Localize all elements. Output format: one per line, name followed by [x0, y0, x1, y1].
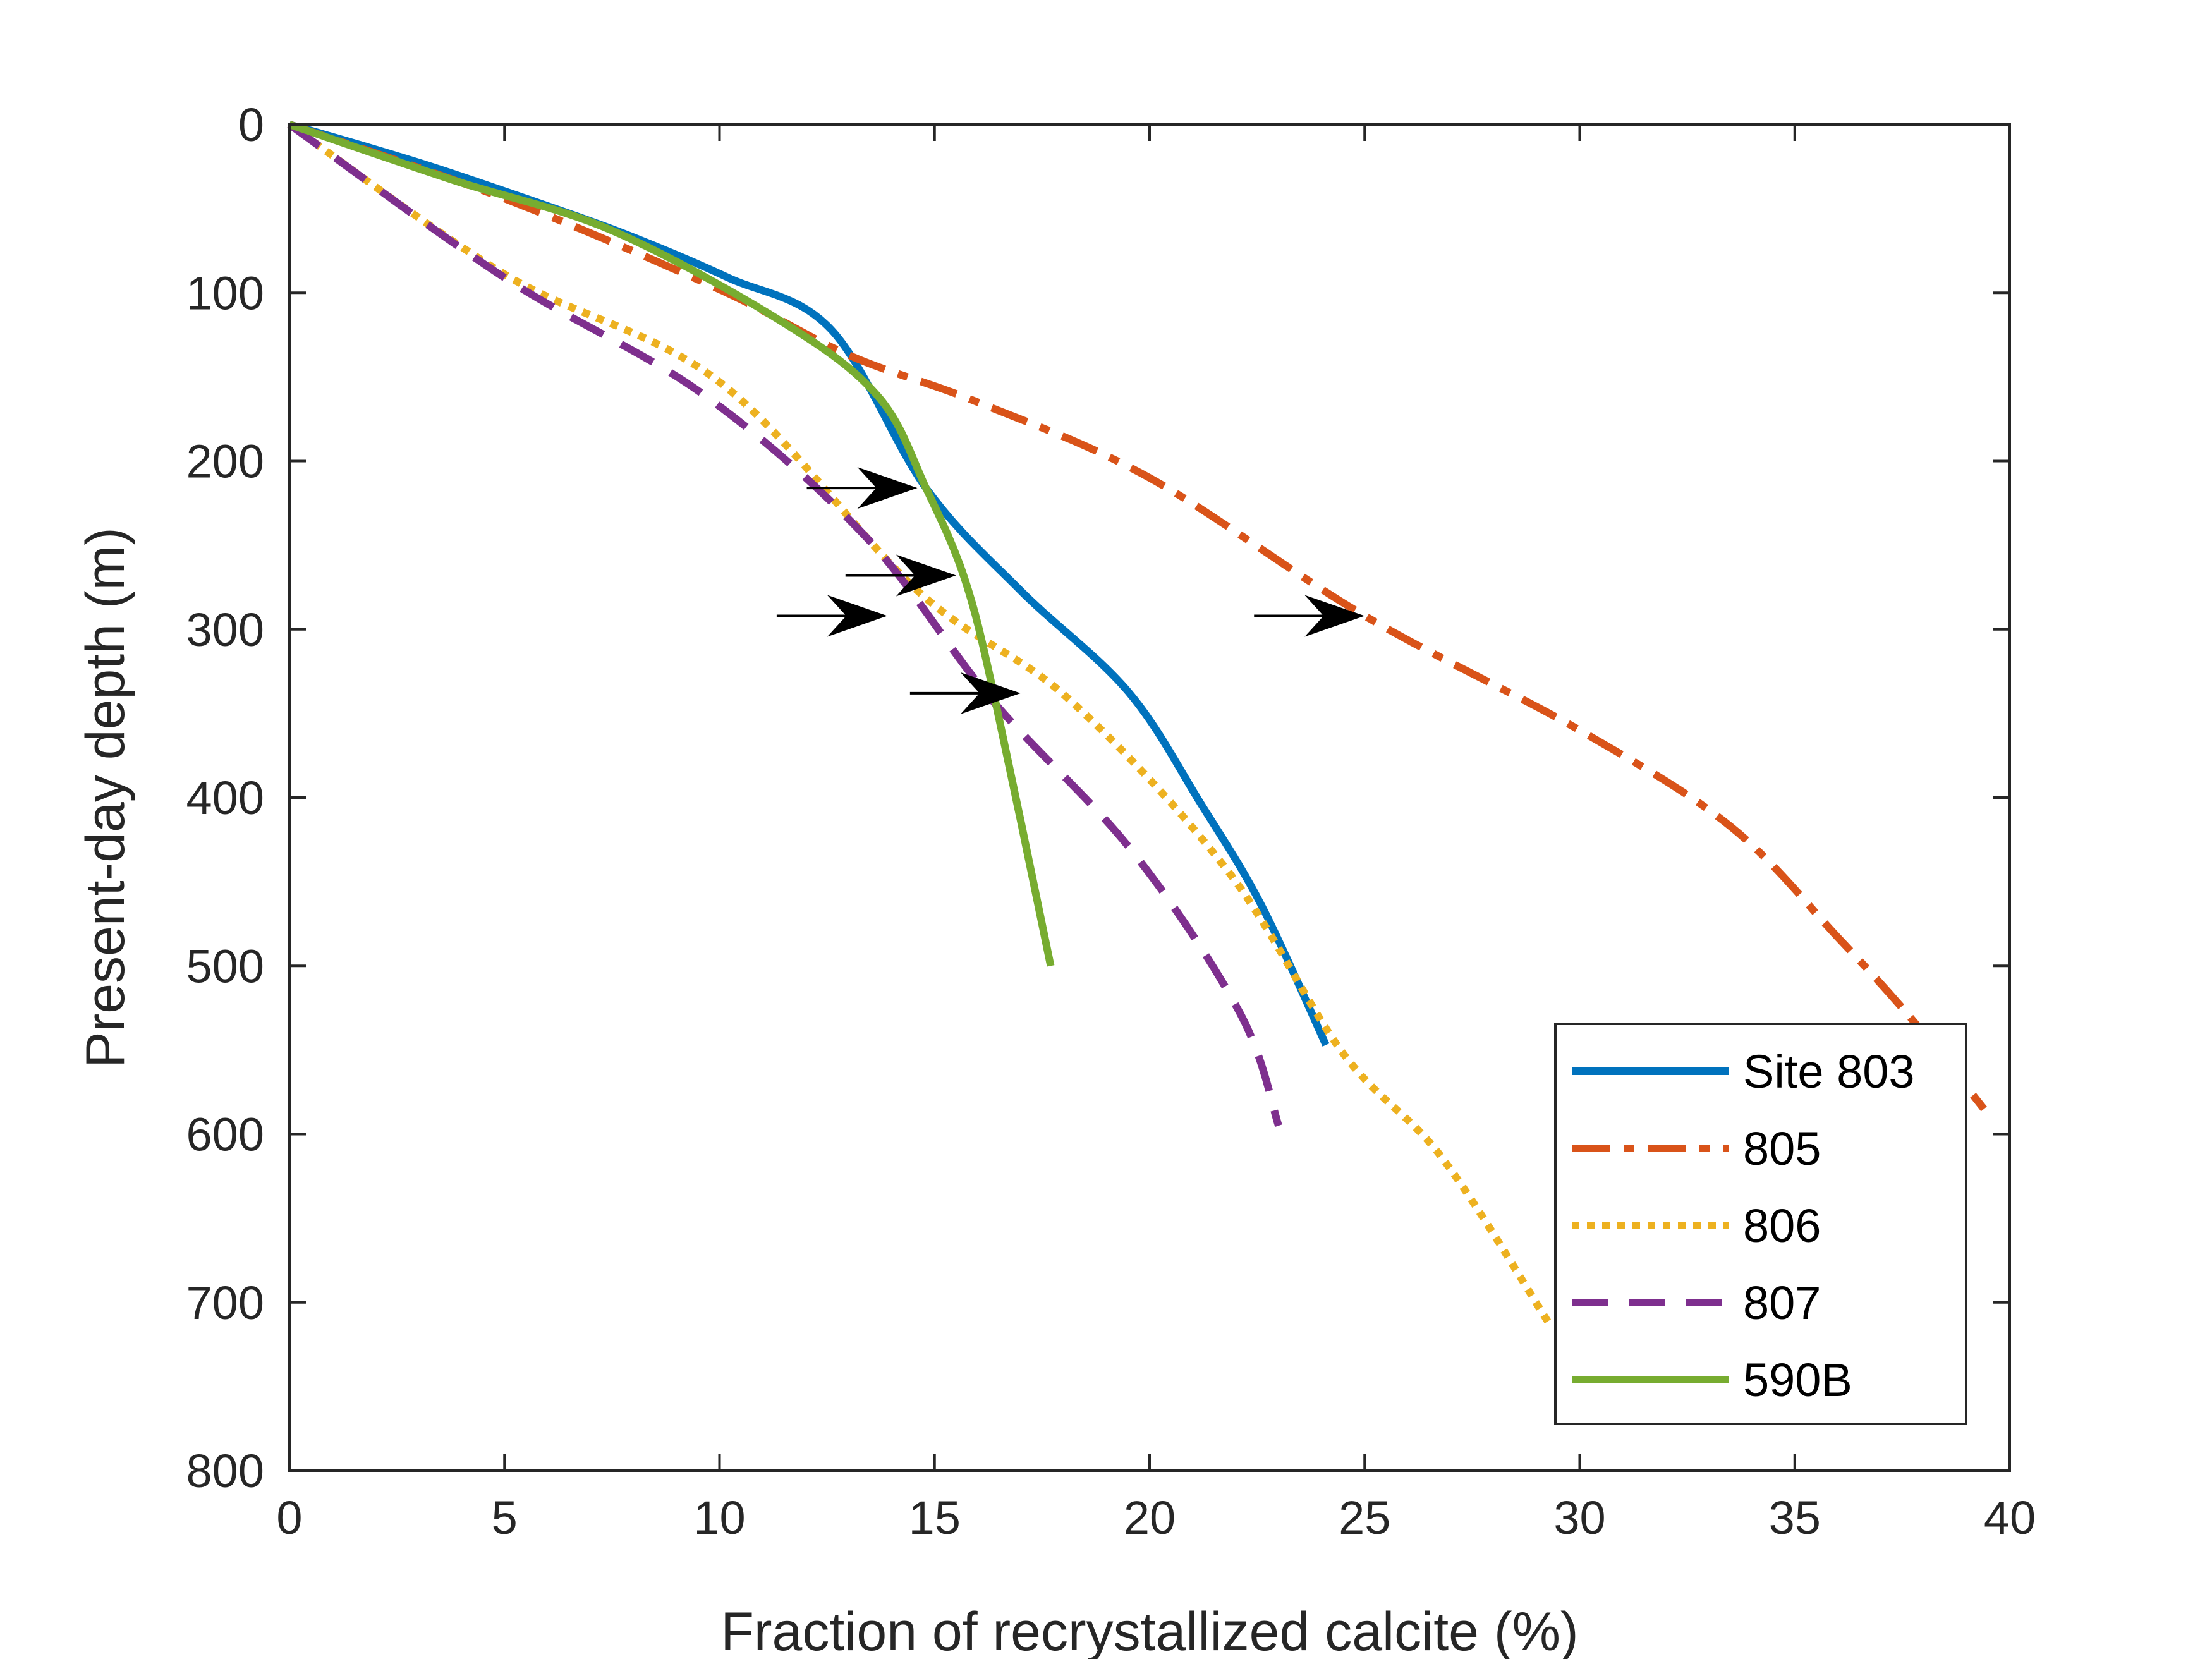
arrow-annotation-1	[845, 554, 956, 597]
x-tick-label-1: 5	[492, 1492, 518, 1544]
y-tick-label-0: 0	[238, 99, 264, 151]
x-tick-label-8: 40	[1984, 1492, 2036, 1544]
series-line-3	[287, 121, 1282, 1127]
ticks-layer: 0 5 10 15 20 25 30 35 40010020030040050060070080…	[186, 99, 2036, 1544]
y-tick-label-5: 500	[186, 940, 264, 992]
legend-label-4: 590B	[1743, 1354, 1852, 1406]
y-tick-label-8: 800	[186, 1445, 264, 1497]
y-tick-label-3: 300	[186, 604, 264, 656]
arrow-annotation-3	[909, 672, 1021, 714]
arrow-annotation-2	[776, 595, 887, 637]
y-tick-label-2: 200	[186, 435, 264, 488]
legend-label-0: Site 803	[1743, 1045, 1915, 1098]
y-tick-label-7: 700	[186, 1277, 264, 1329]
x-tick-label-0: 0	[276, 1492, 302, 1544]
series-line-1	[288, 121, 1987, 1112]
legend-label-1: 805	[1743, 1122, 1821, 1175]
legend-label-3: 807	[1743, 1277, 1821, 1329]
x-tick-label-2: 10	[693, 1492, 745, 1544]
arrow-annotation-4	[1254, 595, 1365, 637]
x-tick-label-6: 30	[1553, 1492, 1605, 1544]
x-tick-label-3: 15	[909, 1492, 961, 1544]
y-tick-label-6: 600	[186, 1109, 264, 1161]
legend-label-2: 806	[1743, 1200, 1821, 1252]
series-line-2	[287, 121, 1553, 1327]
x-tick-label-5: 25	[1339, 1492, 1390, 1544]
x-tick-label-7: 35	[1769, 1492, 1821, 1544]
x-tick-label-4: 20	[1124, 1492, 1176, 1544]
y-tick-label-4: 400	[186, 772, 264, 824]
y-axis-label: Present-day depth (m)	[75, 527, 136, 1068]
y-tick-label-1: 100	[186, 267, 264, 319]
legend: Site 803 805 806 807 590B	[1554, 1023, 1967, 1425]
arrows-layer	[776, 467, 1365, 714]
x-axis-label: Fraction of recrystallized calcite (%)	[720, 1601, 1578, 1659]
arrow-annotation-0	[806, 467, 918, 509]
legend-items: Site 803 805 806 807 590B	[1572, 1045, 1915, 1406]
